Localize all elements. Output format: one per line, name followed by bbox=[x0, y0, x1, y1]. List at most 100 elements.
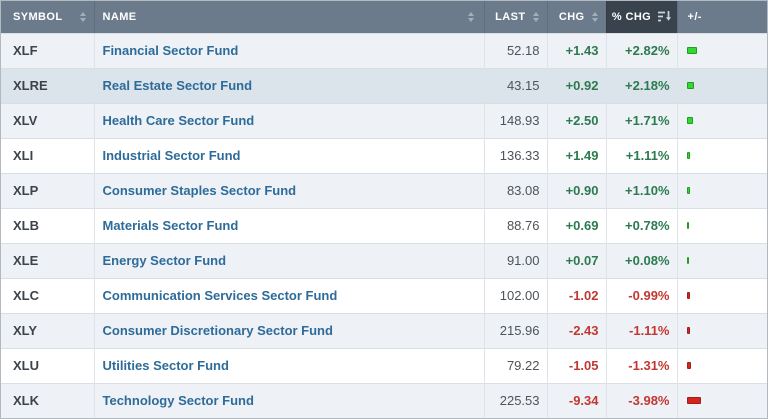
fund-name-link[interactable]: Technology Sector Fund bbox=[102, 393, 254, 409]
symbol-cell: XLRE bbox=[1, 67, 95, 103]
change-bar-cell bbox=[677, 382, 767, 418]
percent-change-cell: -1.11% bbox=[606, 312, 678, 348]
percent-change-cell: -0.99% bbox=[606, 277, 678, 313]
change-cell: +2.50 bbox=[547, 102, 607, 138]
table-row: XLY Consumer Discretionary Sector Fund 215… bbox=[1, 312, 767, 348]
table-row: XLI Industrial Sector Fund 136.33 +1.49 +1.1… bbox=[1, 137, 767, 173]
table-row: XLV Health Care Sector Fund 148.93 +2.50 +1.… bbox=[1, 102, 767, 138]
name-cell: Real Estate Sector Fund bbox=[94, 67, 485, 103]
column-label-pct-chg: % CHG bbox=[611, 10, 652, 23]
change-magnitude-bar bbox=[686, 397, 701, 405]
change-cell: -2.43 bbox=[547, 312, 607, 348]
last-price-cell: 102.00 bbox=[484, 277, 548, 313]
percent-change-cell: +2.18% bbox=[606, 67, 678, 103]
change-bar-cell bbox=[677, 32, 767, 68]
table-row: XLU Utilities Sector Fund 79.22 -1.05 -1.31% bbox=[1, 347, 767, 383]
change-bar-cell bbox=[677, 102, 767, 138]
last-price-cell: 136.33 bbox=[484, 137, 548, 173]
fund-name-link[interactable]: Financial Sector Fund bbox=[102, 43, 239, 58]
change-magnitude-bar bbox=[686, 187, 691, 194]
symbol-cell: XLU bbox=[1, 347, 95, 383]
change-bar-cell bbox=[677, 347, 767, 383]
change-magnitude-bar bbox=[686, 82, 695, 89]
fund-name-link[interactable]: Consumer Discretionary Sector Fund bbox=[102, 323, 333, 338]
sort-icon bbox=[591, 11, 598, 22]
name-cell: Energy Sector Fund bbox=[94, 242, 485, 278]
sort-descending-icon bbox=[658, 11, 672, 22]
percent-change-cell: +0.78% bbox=[606, 207, 678, 243]
change-bar-cell bbox=[677, 172, 767, 208]
change-bar-cell bbox=[677, 137, 767, 173]
column-header-last[interactable]: LAST bbox=[484, 1, 548, 33]
change-cell: +0.69 bbox=[547, 207, 607, 243]
percent-change-cell: -3.98% bbox=[606, 382, 678, 418]
column-header-updown: +/- bbox=[677, 1, 767, 33]
change-cell: +1.49 bbox=[547, 137, 607, 173]
symbol-cell: XLI bbox=[1, 137, 95, 173]
column-header-pct-chg[interactable]: % CHG bbox=[606, 1, 678, 33]
fund-name-link[interactable]: Utilities Sector Fund bbox=[102, 358, 229, 373]
fund-name-link[interactable]: Health Care Sector Fund bbox=[102, 113, 255, 128]
fund-name-link[interactable]: Consumer Staples Sector Fund bbox=[102, 183, 297, 198]
name-cell: Health Care Sector Fund bbox=[94, 102, 485, 138]
table-header: SYMBOL NAME LAST bbox=[1, 1, 767, 33]
change-bar-cell bbox=[677, 67, 767, 103]
last-price-cell: 52.18 bbox=[484, 32, 548, 68]
fund-name-link[interactable]: Communication Services Sector Fund bbox=[102, 288, 338, 303]
fund-name-link[interactable]: Real Estate Sector Fund bbox=[102, 78, 253, 93]
last-price-cell: 43.15 bbox=[484, 67, 548, 103]
symbol-cell: XLC bbox=[1, 277, 95, 313]
change-magnitude-bar bbox=[686, 117, 693, 124]
change-magnitude-bar bbox=[686, 47, 697, 54]
change-magnitude-bar bbox=[686, 327, 691, 334]
last-price-cell: 91.00 bbox=[484, 242, 548, 278]
change-magnitude-bar bbox=[686, 257, 689, 264]
percent-change-cell: +1.10% bbox=[606, 172, 678, 208]
change-bar-cell bbox=[677, 207, 767, 243]
symbol-cell: XLK bbox=[1, 382, 95, 418]
percent-change-cell: +1.11% bbox=[606, 137, 678, 173]
column-label-symbol: SYMBOL bbox=[13, 10, 63, 23]
change-cell: +1.43 bbox=[547, 32, 607, 68]
symbol-cell: XLP bbox=[1, 172, 95, 208]
last-price-cell: 88.76 bbox=[484, 207, 548, 243]
last-price-cell: 225.53 bbox=[484, 382, 548, 418]
table-row: XLC Communication Services Sector Fund 102… bbox=[1, 277, 767, 313]
change-magnitude-bar bbox=[686, 222, 690, 229]
fund-name-link[interactable]: Industrial Sector Fund bbox=[102, 148, 241, 163]
symbol-cell: XLE bbox=[1, 242, 95, 278]
last-price-cell: 215.96 bbox=[484, 312, 548, 348]
table-row: XLB Materials Sector Fund 88.76 +0.69 +0.78% bbox=[1, 207, 767, 243]
symbol-cell: XLF bbox=[1, 32, 95, 68]
sort-icon bbox=[532, 11, 539, 22]
change-bar-cell bbox=[677, 242, 767, 278]
table-body: XLF Financial Sector Fund 52.18 +1.43 +2.82%… bbox=[1, 32, 767, 418]
percent-change-cell: +2.82% bbox=[606, 32, 678, 68]
name-cell: Financial Sector Fund bbox=[94, 32, 485, 68]
column-label-last: LAST bbox=[495, 10, 526, 23]
name-cell: Communication Services Sector Fund bbox=[94, 277, 485, 313]
column-header-symbol[interactable]: SYMBOL bbox=[1, 1, 95, 33]
name-cell: Materials Sector Fund bbox=[94, 207, 485, 243]
percent-change-cell: +0.08% bbox=[606, 242, 678, 278]
table-row: XLP Consumer Staples Sector Fund 83.08 +0.9… bbox=[1, 172, 767, 208]
change-cell: -1.05 bbox=[547, 347, 607, 383]
sort-icon bbox=[79, 11, 86, 22]
column-header-name[interactable]: NAME bbox=[94, 1, 485, 33]
table-row: XLK Technology Sector Fund 225.53 -9.34 -3.9… bbox=[1, 382, 767, 418]
symbol-cell: XLB bbox=[1, 207, 95, 243]
table-row: XLE Energy Sector Fund 91.00 +0.07 +0.08% bbox=[1, 242, 767, 278]
change-bar-cell bbox=[677, 277, 767, 313]
percent-change-cell: -1.31% bbox=[606, 347, 678, 383]
column-header-chg[interactable]: CHG bbox=[547, 1, 607, 33]
symbol-cell: XLV bbox=[1, 102, 95, 138]
column-label-updown: +/- bbox=[687, 10, 702, 23]
fund-name-link[interactable]: Materials Sector Fund bbox=[102, 218, 239, 233]
column-label-chg: CHG bbox=[558, 10, 585, 23]
fund-name-link[interactable]: Energy Sector Fund bbox=[102, 253, 227, 268]
change-cell: -1.02 bbox=[547, 277, 607, 313]
name-cell: Consumer Discretionary Sector Fund bbox=[94, 312, 485, 348]
last-price-cell: 79.22 bbox=[484, 347, 548, 383]
